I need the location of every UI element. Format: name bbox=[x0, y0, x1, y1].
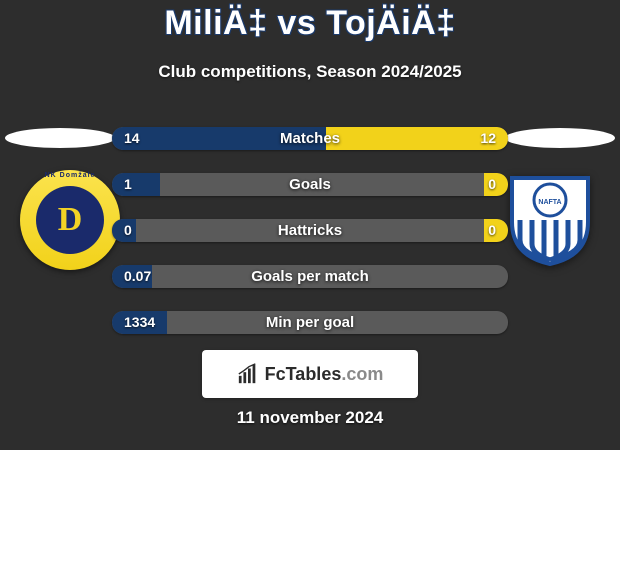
brand-text-dark: FcTables bbox=[265, 364, 342, 384]
bar-value-right: 12 bbox=[480, 127, 496, 150]
bar-label: Goals bbox=[112, 173, 508, 196]
ellipse-left bbox=[5, 128, 115, 148]
badge-right-text: NAFTA bbox=[538, 199, 561, 206]
badge-left-inner: D bbox=[36, 186, 104, 254]
bar-value-right: 0 bbox=[488, 219, 496, 242]
team-badge-right[interactable]: NAFTA bbox=[500, 170, 600, 270]
bar-label: Matches bbox=[112, 127, 508, 150]
bar-label: Min per goal bbox=[112, 311, 508, 334]
bar-matches: 14 Matches 12 bbox=[112, 127, 508, 150]
comparison-panel: MiliÄ‡ vs TojÄiÄ‡ Club competitions, Sea… bbox=[0, 0, 620, 450]
badge-right-shield: NAFTA bbox=[508, 174, 592, 266]
date-label: 11 november 2024 bbox=[0, 408, 620, 428]
badge-left-arc-text: NK Domžale bbox=[20, 172, 120, 179]
stat-bars: 14 Matches 12 1 Goals 0 0 Hattricks 0 bbox=[112, 127, 508, 357]
ellipse-right bbox=[505, 128, 615, 148]
bar-goals-per-match: 0.07 Goals per match bbox=[112, 265, 508, 288]
page-title: MiliÄ‡ vs TojÄiÄ‡ bbox=[0, 4, 620, 43]
bar-label: Hattricks bbox=[112, 219, 508, 242]
subtitle: Club competitions, Season 2024/2025 bbox=[0, 62, 620, 82]
bar-goals: 1 Goals 0 bbox=[112, 173, 508, 196]
team-badge-left[interactable]: NK Domžale D bbox=[20, 170, 120, 270]
badge-left-letter: D bbox=[58, 201, 83, 239]
brand-text-grey: .com bbox=[341, 364, 383, 384]
brand-text: FcTables.com bbox=[265, 364, 384, 385]
brand-logo[interactable]: FcTables.com bbox=[202, 350, 418, 398]
chart-icon bbox=[237, 363, 259, 385]
bar-label: Goals per match bbox=[112, 265, 508, 288]
bar-hattricks: 0 Hattricks 0 bbox=[112, 219, 508, 242]
bar-value-right: 0 bbox=[488, 173, 496, 196]
bar-min-per-goal: 1334 Min per goal bbox=[112, 311, 508, 334]
